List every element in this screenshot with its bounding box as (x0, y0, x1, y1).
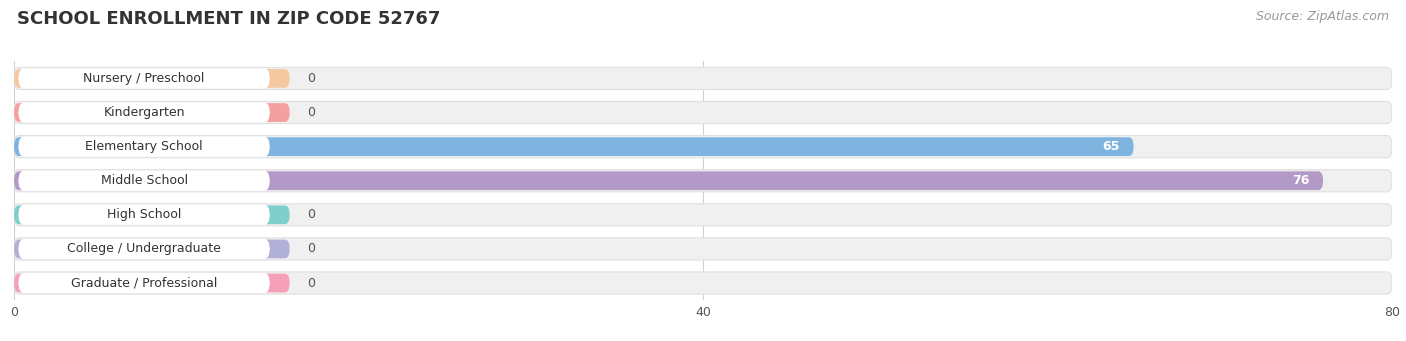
Text: Graduate / Professional: Graduate / Professional (70, 277, 218, 290)
FancyBboxPatch shape (14, 136, 1392, 158)
FancyBboxPatch shape (14, 172, 1323, 190)
Text: College / Undergraduate: College / Undergraduate (67, 242, 221, 255)
FancyBboxPatch shape (14, 205, 290, 224)
FancyBboxPatch shape (20, 205, 269, 224)
Text: High School: High School (107, 208, 181, 221)
Text: SCHOOL ENROLLMENT IN ZIP CODE 52767: SCHOOL ENROLLMENT IN ZIP CODE 52767 (17, 10, 440, 28)
Text: Source: ZipAtlas.com: Source: ZipAtlas.com (1256, 10, 1389, 23)
FancyBboxPatch shape (20, 172, 269, 190)
FancyBboxPatch shape (14, 272, 1392, 294)
Text: 0: 0 (307, 277, 315, 290)
FancyBboxPatch shape (20, 273, 269, 292)
FancyBboxPatch shape (14, 137, 1133, 156)
Text: Nursery / Preschool: Nursery / Preschool (83, 72, 205, 85)
Text: 0: 0 (307, 72, 315, 85)
FancyBboxPatch shape (14, 103, 290, 122)
Text: 0: 0 (307, 106, 315, 119)
FancyBboxPatch shape (20, 137, 269, 156)
FancyBboxPatch shape (14, 239, 290, 258)
FancyBboxPatch shape (20, 69, 269, 88)
FancyBboxPatch shape (14, 68, 1392, 90)
Text: Elementary School: Elementary School (86, 140, 202, 153)
FancyBboxPatch shape (20, 239, 269, 258)
FancyBboxPatch shape (14, 273, 290, 292)
Text: 76: 76 (1292, 174, 1309, 187)
FancyBboxPatch shape (14, 238, 1392, 260)
FancyBboxPatch shape (14, 170, 1392, 192)
Text: 0: 0 (307, 208, 315, 221)
FancyBboxPatch shape (14, 69, 290, 88)
FancyBboxPatch shape (14, 204, 1392, 226)
Text: Kindergarten: Kindergarten (104, 106, 184, 119)
FancyBboxPatch shape (20, 103, 269, 122)
Text: 65: 65 (1102, 140, 1119, 153)
Text: Middle School: Middle School (101, 174, 187, 187)
Text: 0: 0 (307, 242, 315, 255)
FancyBboxPatch shape (14, 102, 1392, 124)
